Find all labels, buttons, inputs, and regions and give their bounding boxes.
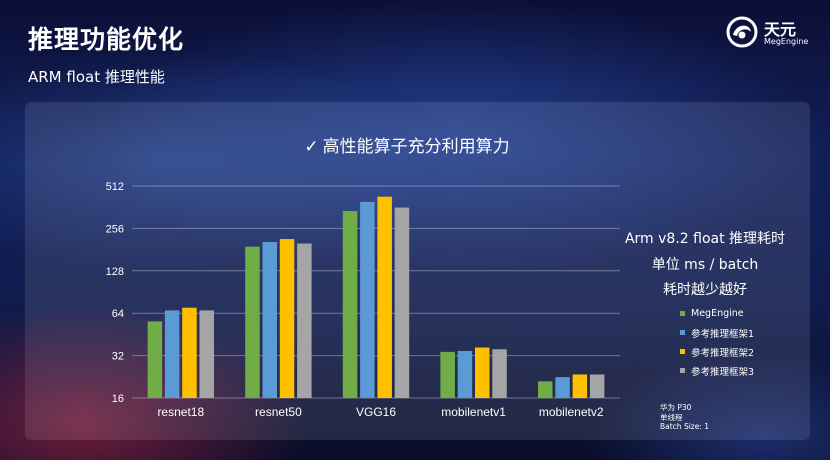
legend-label: 参考推理框架3 bbox=[691, 366, 755, 378]
bar bbox=[440, 351, 455, 398]
bar bbox=[164, 310, 180, 398]
note-line-2: 单位 ms / batch bbox=[651, 257, 759, 273]
note-line-1: Arm v8.2 float 推理耗时 bbox=[624, 231, 786, 247]
bar bbox=[394, 207, 410, 398]
bar bbox=[589, 374, 605, 398]
legend-item: 参考推理框架1 bbox=[680, 323, 754, 342]
y-tick-label: 512 bbox=[106, 181, 124, 193]
bar bbox=[457, 350, 473, 398]
slide-title: 推理功能优化 bbox=[28, 25, 185, 54]
bar bbox=[377, 196, 392, 398]
bar bbox=[538, 381, 553, 398]
bar bbox=[297, 243, 312, 398]
x-tick-label: resnet50 bbox=[255, 405, 302, 419]
x-tick-label: mobilenetv1 bbox=[441, 405, 506, 419]
legend-swatch bbox=[680, 349, 685, 354]
chart-legend: MegEngine 参考推理框架1 参考推理框架2 参考推理框架3 bbox=[680, 304, 754, 380]
bar bbox=[245, 246, 260, 398]
y-tick-label: 256 bbox=[106, 223, 124, 235]
y-tick-label: 64 bbox=[112, 308, 124, 320]
legend-swatch bbox=[680, 330, 685, 335]
y-tick-label: 32 bbox=[112, 351, 124, 363]
slide-subtitle: ARM float 推理性能 bbox=[28, 68, 165, 86]
bar bbox=[147, 321, 163, 398]
legend-item: MegEngine bbox=[680, 304, 754, 323]
logo-swirl-icon bbox=[726, 16, 758, 48]
logo-text-en: MegEngine bbox=[764, 37, 809, 46]
legend-label: 参考推理框架2 bbox=[691, 347, 755, 359]
legend-label: MegEngine bbox=[691, 308, 744, 319]
bar bbox=[572, 374, 588, 398]
x-tick-label: mobilenetv2 bbox=[539, 405, 604, 419]
chart-title-text: 高性能算子充分利用算力 bbox=[322, 137, 510, 157]
legend-item: 参考推理框架2 bbox=[680, 342, 754, 361]
bar bbox=[475, 347, 490, 398]
footnote-thread: 单线程 bbox=[660, 413, 683, 422]
bar bbox=[342, 211, 358, 398]
note-line-3: 耗时越少越好 bbox=[663, 282, 747, 298]
bar bbox=[262, 241, 277, 398]
bar bbox=[279, 239, 295, 398]
footnote-batch: Batch Size: 1 bbox=[660, 422, 710, 431]
bar bbox=[492, 349, 507, 398]
megengine-logo: 天元 MegEngine bbox=[724, 14, 824, 50]
bar bbox=[199, 310, 214, 398]
x-tick-label: resnet18 bbox=[157, 405, 204, 419]
legend-item: 参考推理框架3 bbox=[680, 361, 754, 380]
y-tick-label: 16 bbox=[112, 393, 124, 405]
chart-title: ✓ 高性能算子充分利用算力 bbox=[0, 132, 822, 157]
logo-text-cn: 天元 bbox=[764, 20, 797, 39]
check-icon: ✓ bbox=[304, 137, 319, 157]
x-tick-label: VGG16 bbox=[356, 405, 396, 419]
legend-swatch bbox=[680, 368, 685, 373]
footnote-device: 华为 P30 bbox=[660, 403, 692, 412]
bar bbox=[182, 307, 197, 398]
y-tick-label: 128 bbox=[106, 266, 124, 278]
legend-swatch bbox=[680, 311, 685, 316]
bar bbox=[360, 201, 375, 398]
bar bbox=[555, 377, 570, 398]
legend-label: 参考推理框架1 bbox=[691, 328, 755, 340]
